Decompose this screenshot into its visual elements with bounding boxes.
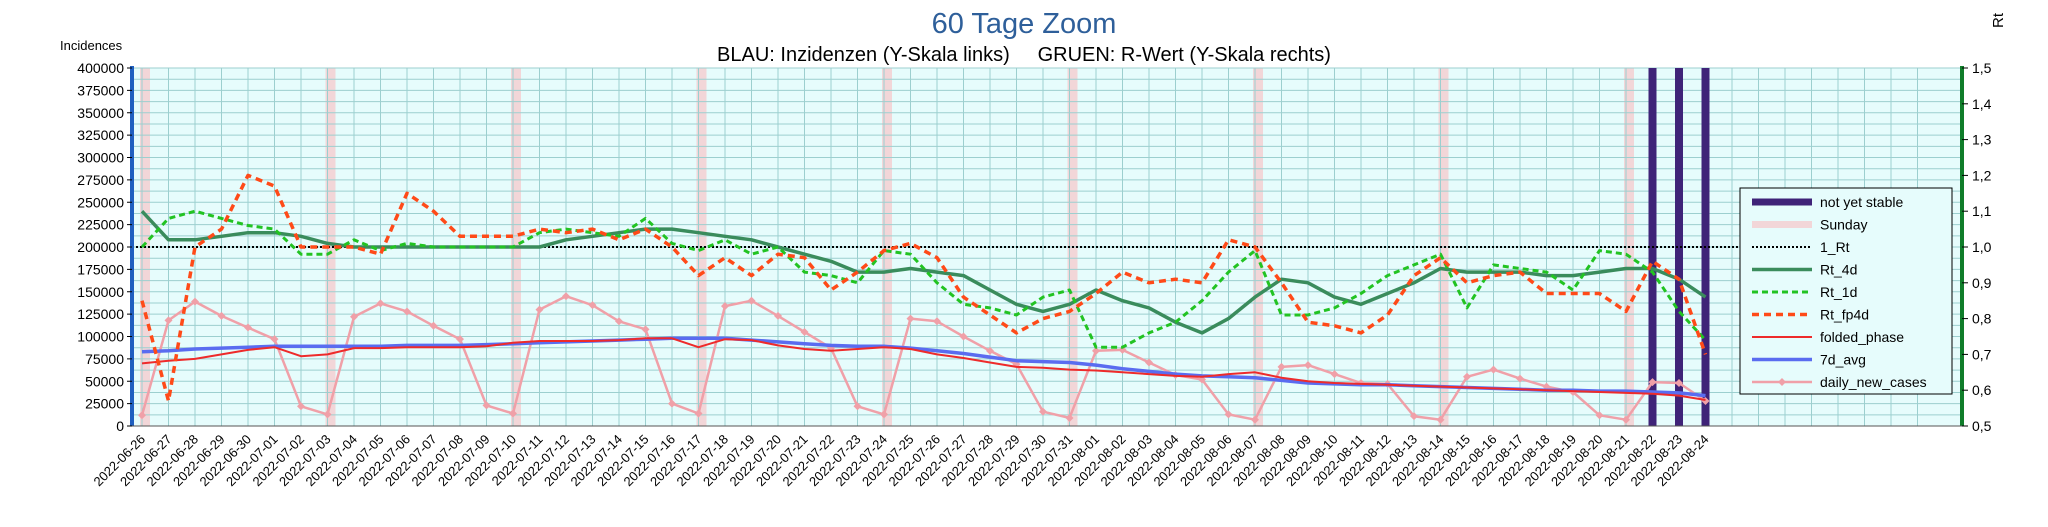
data-point (853, 402, 862, 411)
y-tick-label-right: 0,7 (1972, 346, 1992, 362)
data-point (668, 399, 676, 408)
chart-subtitle: BLAU: Inzidenzen (Y-Skala links) GRUEN: … (717, 44, 1331, 66)
y-tick-label-left: 200000 (77, 239, 124, 255)
data-point (164, 316, 173, 325)
data-point (1330, 370, 1339, 379)
series-line-Rt-fp4d (140, 173, 1708, 403)
data-point (1224, 410, 1233, 419)
data-point (376, 299, 385, 308)
y-tick-label-left: 0 (116, 418, 124, 434)
data-point (747, 296, 756, 305)
y-tick-label-right: 0,5 (1972, 418, 1992, 434)
legend: not yet stable Sunday 1_Rt Rt_4d Rt_1d Rt_fp4… (1739, 187, 1953, 395)
legend-label: Sunday (1820, 217, 1867, 233)
legend-label: Rt_4d (1820, 262, 1857, 278)
data-point (191, 297, 199, 306)
y-tick-label-left: 150000 (77, 284, 124, 300)
data-point (1516, 374, 1524, 383)
data-point (880, 410, 888, 419)
y-tick-label-right: 1,2 (1972, 167, 1992, 183)
data-point (986, 346, 994, 355)
y-tick-label-left: 50000 (85, 373, 124, 389)
y-tick-label-right: 1,3 (1972, 132, 1992, 148)
data-point (1118, 345, 1127, 354)
data-point (906, 314, 915, 323)
data-point (615, 317, 623, 326)
series-line-folded-phase (141, 337, 1706, 401)
y-tick-label-left: 375000 (77, 82, 124, 98)
y-tick-label-left: 300000 (77, 150, 124, 166)
legend-label: daily_new_cases (1820, 374, 1927, 390)
y-tick-label-left: 125000 (77, 306, 124, 322)
data-point (959, 332, 968, 341)
data-point (1648, 378, 1657, 387)
y-tick-label-left: 100000 (77, 329, 124, 345)
y-tick-label-right: 0,6 (1972, 382, 1992, 398)
data-point (535, 305, 544, 314)
legend-label: not yet stable (1820, 194, 1903, 210)
legend-label: folded_phase (1820, 329, 1904, 345)
y-tick-label-left: 25000 (85, 396, 124, 412)
y-tick-label-left: 275000 (77, 172, 124, 188)
data-point (1304, 361, 1312, 370)
data-point (1675, 379, 1683, 388)
data-point (1039, 407, 1047, 416)
legend-marker (1778, 378, 1786, 386)
data-point (1489, 365, 1498, 374)
data-point (1145, 358, 1153, 367)
data-point (403, 307, 411, 316)
data-point (323, 410, 332, 419)
data-point (429, 321, 438, 330)
y-tick-label-right: 0,9 (1972, 275, 1992, 291)
data-point (1251, 415, 1259, 424)
data-point (1410, 412, 1418, 421)
data-point (774, 311, 782, 320)
y-tick-label-right: 1,4 (1972, 96, 1992, 112)
legend-label: Rt_1d (1820, 284, 1857, 300)
data-point (297, 402, 305, 411)
y-tick-label-right: 1,1 (1972, 203, 1992, 219)
data-point (721, 302, 729, 311)
data-point (1436, 415, 1445, 424)
y-axis-left-label: Incidences (60, 38, 123, 53)
legend-label: Rt_fp4d (1820, 307, 1869, 323)
y-tick-label-left: 225000 (77, 217, 124, 233)
not-yet-stable-bar (1675, 68, 1683, 426)
series-line-daily-new-cases (140, 294, 1707, 421)
data-point (1595, 411, 1604, 420)
y-tick-label-left: 350000 (77, 105, 124, 121)
data-point (509, 409, 517, 418)
y-tick-label-right: 1,5 (1972, 60, 1992, 76)
data-point (1622, 415, 1630, 424)
data-point (456, 335, 464, 344)
data-point (350, 312, 358, 321)
data-point (588, 301, 597, 310)
y-tick-label-right: 0,8 (1972, 311, 1992, 327)
data-point (1065, 413, 1074, 422)
data-point (641, 325, 650, 334)
legend-label: 1_Rt (1820, 239, 1850, 255)
y-tick-label-left: 250000 (77, 194, 124, 210)
data-point (562, 292, 570, 301)
data-point (482, 401, 491, 410)
data-point (1277, 362, 1286, 371)
chart-title: 60 Tage Zoom (931, 8, 1117, 40)
data-point (270, 335, 279, 344)
legend-label: 7d_avg (1820, 352, 1866, 368)
data-point (933, 317, 941, 326)
data-point (694, 409, 703, 418)
data-point (217, 311, 226, 320)
y-tick-label-left: 325000 (77, 127, 124, 143)
y-tick-label-left: 400000 (77, 60, 124, 76)
data-point (1463, 372, 1471, 381)
data-point (244, 323, 252, 332)
data-point (138, 411, 146, 420)
data-point (1092, 346, 1100, 355)
y-tick-label-left: 175000 (77, 261, 124, 277)
y-tick-label-left: 75000 (85, 351, 124, 367)
data-point (800, 328, 809, 337)
y-tick-label-right: 1,0 (1972, 239, 1992, 255)
